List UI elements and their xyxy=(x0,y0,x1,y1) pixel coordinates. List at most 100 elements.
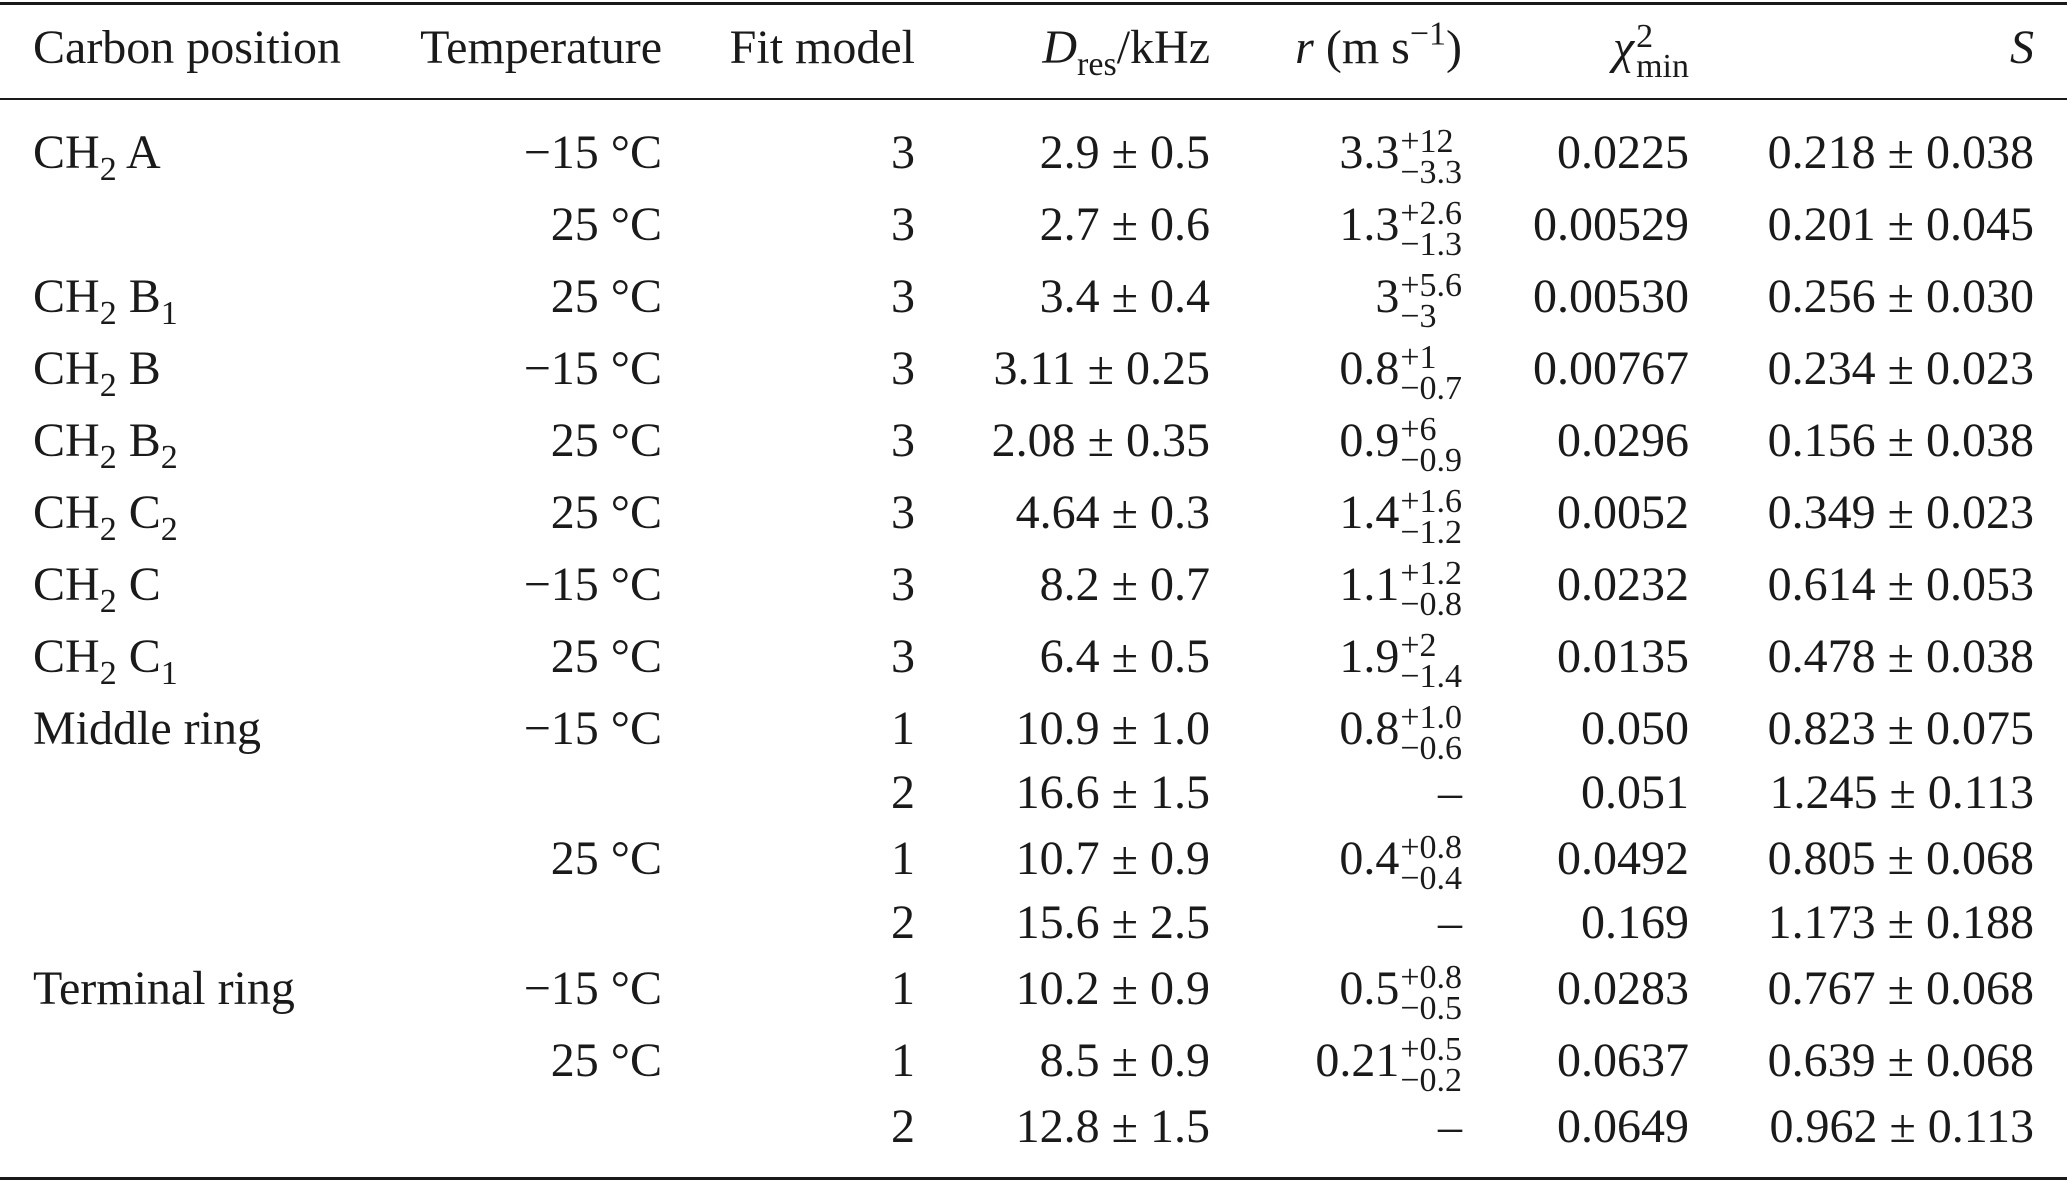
r-value: 3.3 xyxy=(1339,126,1400,179)
r-lower-error: −0.6 xyxy=(1400,729,1462,767)
chi-squared-cell: 0.0052 xyxy=(1557,486,1689,539)
r-upper-error: +1.6 xyxy=(1400,482,1462,520)
position-name: CH xyxy=(33,342,100,395)
chi-squared-cell: 0.0135 xyxy=(1557,630,1689,683)
r-lower-error: −0.7 xyxy=(1400,369,1462,407)
fit-model-cell: 2 xyxy=(891,766,915,819)
header-r: r (m s−1) xyxy=(1295,17,1462,78)
r-lower-error: −0.8 xyxy=(1400,585,1462,623)
header-d-res-symbol: D xyxy=(1042,21,1078,74)
s-cell: 0.478 ± 0.038 xyxy=(1767,630,2034,683)
d-res-cell: 10.2 ± 0.9 xyxy=(1015,962,1210,1015)
s-cell: 0.256 ± 0.030 xyxy=(1767,270,2034,323)
s-cell: 0.823 ± 0.075 xyxy=(1767,702,2034,755)
d-res-cell: 10.9 ± 1.0 xyxy=(1015,702,1210,755)
r-value: 1.3 xyxy=(1339,198,1400,251)
d-res-cell: 3.4 ± 0.4 xyxy=(1039,270,1210,323)
temperature-cell: −15 °C xyxy=(523,962,662,1015)
d-res-cell: 16.6 ± 1.5 xyxy=(1015,766,1210,819)
fit-model-cell: 1 xyxy=(891,962,915,1015)
r-lower-error: −1.4 xyxy=(1400,657,1462,695)
r-lower-error: −1.3 xyxy=(1400,225,1462,263)
r-cell: 1.9 +2 −1.4 xyxy=(1339,627,1462,693)
position-label-subscript: 2 xyxy=(160,438,178,476)
header-chi-scripts: 2 min xyxy=(1636,19,1689,85)
d-res-cell: 12.8 ± 1.5 xyxy=(1015,1100,1210,1153)
top-rule xyxy=(0,2,2067,5)
r-cell: 0.8 +1.0 −0.6 xyxy=(1339,698,1462,765)
position-subscript: 2 xyxy=(99,294,117,332)
fit-model-cell: 1 xyxy=(891,702,915,755)
r-cell: 0.21 +0.5 −0.2 xyxy=(1315,1030,1462,1097)
chi-squared-cell: 0.0296 xyxy=(1557,414,1689,467)
temperature-cell: 25 °C xyxy=(550,1034,662,1087)
r-value: 0.21 xyxy=(1315,1034,1400,1087)
carbon-position-cell: Terminal ring xyxy=(33,959,295,1019)
r-uncertainty: +2.6 −1.3 xyxy=(1400,194,1462,263)
temperature-cell: 25 °C xyxy=(550,414,662,467)
r-upper-error: +0.8 xyxy=(1400,828,1462,866)
r-cell: 0.4 +0.8 −0.4 xyxy=(1339,828,1462,895)
carbon-position-cell: Middle ring xyxy=(33,699,261,759)
d-res-cell: 4.64 ± 0.3 xyxy=(1015,486,1210,539)
carbon-position-cell: CH2 B xyxy=(33,339,161,402)
r-value: – xyxy=(1438,766,1462,819)
temperature-cell: 25 °C xyxy=(550,832,662,885)
carbon-position-cell: CH2 C2 xyxy=(33,483,178,546)
r-uncertainty: +2 −1.4 xyxy=(1400,628,1462,695)
d-res-cell: 2.7 ± 0.6 xyxy=(1039,198,1210,251)
r-cell: 1.1 +1.2 −0.8 xyxy=(1339,555,1462,621)
position-label: C xyxy=(116,630,161,683)
r-lower-error: −3 xyxy=(1400,297,1437,335)
header-r-unit-open: (m s xyxy=(1325,21,1410,74)
position-subscript: 2 xyxy=(99,510,117,548)
r-value: 3 xyxy=(1375,270,1400,323)
d-res-cell: 10.7 ± 0.9 xyxy=(1015,832,1210,885)
chi-squared-cell: 0.051 xyxy=(1581,766,1689,819)
header-carbon-position: Carbon position xyxy=(33,21,341,74)
r-cell: 0.5 +0.8 −0.5 xyxy=(1339,959,1462,1025)
r-value: 1.1 xyxy=(1339,558,1400,611)
fit-model-cell: 3 xyxy=(891,486,915,539)
s-cell: 0.201 ± 0.045 xyxy=(1767,198,2034,251)
r-cell: – xyxy=(1438,763,1462,823)
position-name: Terminal ring xyxy=(33,962,295,1015)
r-value: 0.4 xyxy=(1339,832,1400,885)
r-cell: 1.4 +1.6 −1.2 xyxy=(1339,483,1462,549)
carbon-position-cell: CH2 A xyxy=(33,123,161,186)
position-subscript: 2 xyxy=(99,582,117,620)
s-cell: 1.245 ± 0.113 xyxy=(1769,766,2034,819)
chi-squared-cell: 0.00529 xyxy=(1533,198,1689,251)
s-cell: 0.614 ± 0.053 xyxy=(1767,558,2034,611)
r-cell: 1.3 +2.6 −1.3 xyxy=(1339,195,1462,261)
r-upper-error: +0.5 xyxy=(1400,1030,1462,1068)
s-cell: 0.349 ± 0.023 xyxy=(1767,486,2034,539)
position-label: A xyxy=(116,126,161,179)
header-chi-squared: χ 2 min xyxy=(1613,18,1689,83)
r-lower-error: −0.9 xyxy=(1400,441,1462,479)
r-uncertainty: +1.6 −1.2 xyxy=(1400,482,1462,549)
position-subscript: 2 xyxy=(99,150,117,188)
s-cell: 0.639 ± 0.068 xyxy=(1767,1034,2034,1087)
carbon-position-cell: CH2 C1 xyxy=(33,627,178,690)
r-upper-error: +6 xyxy=(1400,410,1437,448)
r-cell: 3 +5.6 −3 xyxy=(1375,267,1462,333)
position-label: B xyxy=(116,270,161,323)
chi-squared-cell: 0.00767 xyxy=(1533,342,1689,395)
header-chi-subscript: min xyxy=(1636,47,1689,85)
r-value: 0.9 xyxy=(1339,414,1400,467)
fit-model-cell: 3 xyxy=(891,558,915,611)
s-cell: 1.173 ± 0.188 xyxy=(1767,896,2034,949)
chi-squared-cell: 0.0232 xyxy=(1557,558,1689,611)
chi-squared-cell: 0.0637 xyxy=(1557,1034,1689,1087)
header-rule xyxy=(0,98,2067,100)
r-cell: 3.3 +12 −3.3 xyxy=(1339,123,1462,189)
fit-model-cell: 1 xyxy=(891,1034,915,1087)
position-name: CH xyxy=(33,270,100,323)
temperature-cell: −15 °C xyxy=(523,702,662,755)
r-upper-error: +2.6 xyxy=(1400,194,1462,232)
r-upper-error: +1.0 xyxy=(1400,698,1462,736)
r-value: 0.8 xyxy=(1339,342,1400,395)
fit-model-cell: 3 xyxy=(891,630,915,683)
